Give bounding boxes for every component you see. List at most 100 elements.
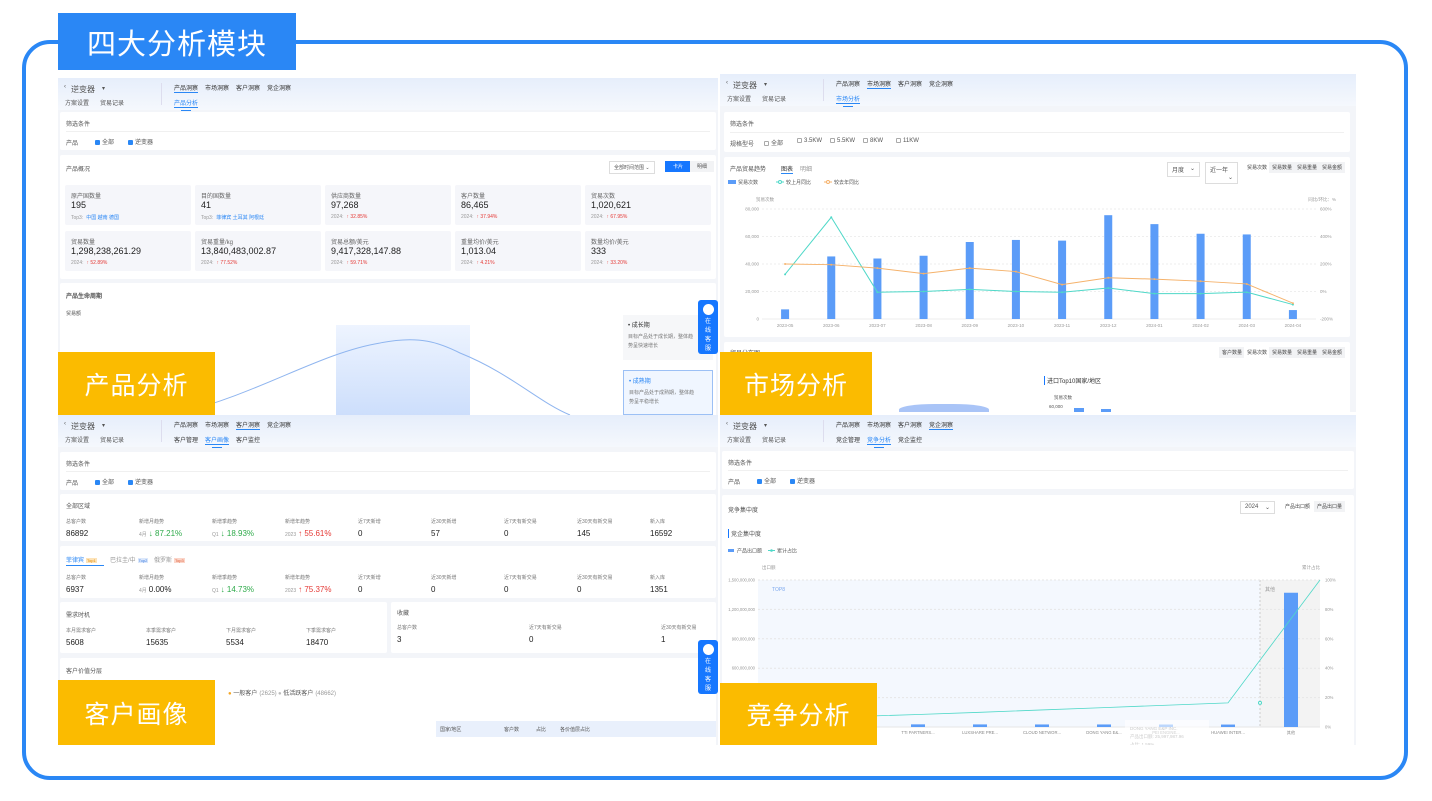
view-tab-0[interactable]: 图表 [781, 164, 794, 174]
sub-title: 竞企集中度 [728, 529, 761, 538]
filter-title: 筛选条件 [66, 122, 91, 128]
dist-button-0[interactable]: 客户数量 [1219, 347, 1246, 358]
back-button[interactable]: ‹ [64, 421, 66, 427]
bar [1288, 310, 1297, 319]
tab-0[interactable]: 产品洞察 [174, 83, 199, 93]
checkbox-inverter[interactable]: 逆变器 [790, 476, 815, 485]
dist-button-3[interactable]: 贸易重量 [1294, 347, 1321, 358]
spec-checkbox[interactable]: 全部 [764, 138, 783, 147]
app-name-dropdown[interactable]: 逆变器 [733, 422, 757, 431]
value-legend-item[interactable]: ● 低活跃客户 (48662) [278, 688, 336, 697]
stat-value: 1,020,621 [591, 200, 632, 210]
country-tab-2[interactable]: 俄罗斯 Top3 [154, 555, 185, 564]
dist-button-1[interactable]: 贸易次数 [1244, 347, 1271, 358]
tab-3[interactable]: 竞企洞察 [929, 420, 954, 430]
tab-1[interactable]: 市场洞察 [205, 423, 230, 429]
tab-2[interactable]: 客户洞察 [898, 423, 923, 429]
dist-button-2[interactable]: 贸易数量 [1269, 347, 1296, 358]
tab-3[interactable]: 竞企洞察 [267, 423, 292, 429]
metric-button-1[interactable]: 贸易数量 [1269, 162, 1296, 173]
tab-3[interactable]: 竞企洞察 [267, 86, 292, 92]
value-legend-item[interactable]: ● 一般客户 (2625) [228, 688, 277, 697]
overview-card: 产品概况 全部时间范围 ⌄ 卡片 明细 原产国数量 195 Top3: 中国 越南 德国 目的国… [60, 155, 716, 279]
usage-log-link[interactable]: 贸易记录 [762, 97, 787, 103]
tab-1[interactable]: 市场洞察 [867, 423, 892, 429]
stat-number: 57 [431, 529, 440, 538]
tab-1[interactable]: 市场洞察 [867, 79, 892, 89]
dist-button-4[interactable]: 贸易金额 [1319, 347, 1346, 358]
app-name-dropdown[interactable]: 逆变器 [71, 85, 95, 94]
view-detail-button[interactable]: 明细 [690, 161, 715, 172]
subtab-2[interactable]: 客户监控 [236, 438, 261, 444]
subtab-0[interactable]: 竞企管理 [836, 438, 861, 444]
plan-settings-link[interactable]: 方案设置 [65, 438, 90, 444]
view-card-button[interactable]: 卡片 [665, 161, 692, 172]
spec-checkbox[interactable]: 5.5KW [830, 138, 855, 144]
subtab-0[interactable]: 市场分析 [836, 94, 861, 107]
divider [66, 131, 710, 132]
metric-button-0[interactable]: 贸易次数 [1244, 162, 1271, 173]
spec-checkbox[interactable]: 11KW [896, 138, 919, 144]
back-button[interactable]: ‹ [726, 421, 728, 427]
period-select[interactable]: 月度 ⌄ [1167, 162, 1200, 177]
y-tick-label: 40,000 [745, 262, 759, 267]
tab-0[interactable]: 产品洞察 [836, 82, 861, 88]
subtab-0[interactable]: 客户管理 [174, 438, 199, 444]
tab-0[interactable]: 产品洞察 [174, 423, 199, 429]
checkbox-inverter[interactable]: 逆变器 [128, 477, 153, 486]
online-service-button[interactable]: 在线客服 [698, 640, 718, 694]
year-select[interactable]: 2024 ⌄ [1240, 501, 1275, 514]
stat-label: 贸易次数 [591, 194, 616, 200]
chat-char: 客 [704, 677, 711, 683]
plan-settings-link[interactable]: 方案设置 [727, 438, 752, 444]
spec-checkbox[interactable]: 3.5KW [797, 138, 822, 144]
country-tab-1[interactable]: 巴拉圭/中 Top2 [110, 555, 149, 564]
metric-button-3[interactable]: 贸易金额 [1319, 162, 1346, 173]
tab-2[interactable]: 客户洞察 [898, 82, 923, 88]
range-select[interactable]: 近一年 ⌄ [1205, 162, 1238, 184]
y-tick-label: 0 [756, 317, 759, 322]
online-service-button[interactable]: 在线客服 [698, 300, 718, 354]
y2-axis-title: 同比/环比：% [1308, 196, 1336, 203]
chat-char: 在 [704, 319, 711, 325]
stat-label: 贸易重量/kg [201, 240, 234, 246]
view-tab-1[interactable]: 明细 [800, 167, 813, 173]
country-name: 巴拉圭/中 [110, 558, 136, 564]
tab-0[interactable]: 产品洞察 [836, 423, 861, 429]
checkbox-all[interactable]: 全部 [95, 477, 114, 486]
back-button[interactable]: ‹ [726, 80, 728, 86]
tab-3[interactable]: 竞企洞察 [929, 82, 954, 88]
checkbox-all[interactable]: 全部 [757, 476, 776, 485]
plan-settings-link[interactable]: 方案设置 [727, 97, 752, 103]
subtab-2[interactable]: 竞企监控 [898, 438, 923, 444]
metric-button-2[interactable]: 贸易重量 [1294, 162, 1321, 173]
subtab-1[interactable]: 客户画像 [205, 435, 230, 448]
usage-log-link[interactable]: 贸易记录 [100, 101, 125, 107]
plan-settings-link[interactable]: 方案设置 [65, 101, 90, 107]
time-range-select[interactable]: 全部时间范围 ⌄ [609, 161, 655, 174]
demand-stat: 本季需求客户 15635 [146, 627, 176, 647]
legend-label: 贸易次数 [738, 179, 758, 186]
app-name-dropdown[interactable]: 逆变器 [733, 81, 757, 90]
usage-log-link[interactable]: 贸易记录 [762, 438, 787, 444]
y-tick-label: 1,500,000,000 [728, 578, 755, 583]
metric-button-0[interactable]: 产品出口额 [1282, 501, 1314, 512]
subtab-0[interactable]: 产品分析 [174, 98, 199, 111]
back-button[interactable]: ‹ [64, 84, 66, 90]
stat-label: 贸易数量 [71, 240, 96, 246]
stat-sub-value: ↑ 77.52% [216, 260, 238, 266]
caret-down-icon: ▾ [102, 423, 106, 429]
checkbox-inverter[interactable]: 逆变器 [128, 137, 153, 146]
usage-log-link[interactable]: 贸易记录 [100, 438, 125, 444]
metric-button-1[interactable]: 产品出口量 [1314, 501, 1346, 512]
tab-2[interactable]: 客户洞察 [236, 420, 261, 430]
tab-2[interactable]: 客户洞察 [236, 86, 261, 92]
country-tab-0[interactable]: 菲律宾 Top1 [66, 555, 97, 564]
subtab-1[interactable]: 竞争分析 [867, 435, 892, 448]
app-name-dropdown[interactable]: 逆变器 [71, 422, 95, 431]
spec-checkbox[interactable]: 8KW [863, 138, 883, 144]
tab-1[interactable]: 市场洞察 [205, 86, 230, 92]
checkbox-all[interactable]: 全部 [95, 137, 114, 146]
select-value: 全部时间范围 [614, 165, 645, 171]
stage-card-1[interactable]: • 成熟期 目标产品处于成熟期，整体趋 势呈平稳增长 [623, 370, 713, 415]
